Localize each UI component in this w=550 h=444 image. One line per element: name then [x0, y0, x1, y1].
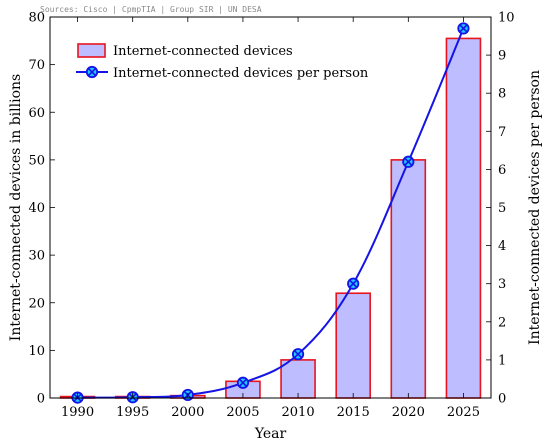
bar-2015	[335, 292, 371, 399]
y2-tick-label-4: 4	[498, 239, 506, 254]
legend-swatch-devices	[77, 43, 106, 58]
x-tick-label-2000: 2000	[171, 405, 204, 420]
y2-tick-label-1: 1	[498, 353, 506, 368]
x-tick-label-1990: 1990	[61, 405, 94, 420]
y-tick-label-30: 30	[28, 249, 45, 264]
y2-tick-label-7: 7	[498, 125, 506, 140]
source-note: Sources: Cisco | CpmpTIA | Group SIR | U…	[40, 5, 262, 14]
x-tick-label-2010: 2010	[282, 405, 315, 420]
y-tick-label-80: 80	[28, 11, 45, 26]
point-2010-cross	[293, 349, 303, 359]
point-2025-cross	[459, 24, 468, 33]
legend-marker-cross	[87, 67, 97, 77]
y-tick-label-0: 0	[37, 392, 45, 407]
y-tick-label-60: 60	[28, 106, 45, 121]
y-tick-label-10: 10	[28, 344, 45, 359]
y2-tick-label-6: 6	[498, 163, 506, 178]
legend-label-devices: Internet-connected devices	[113, 44, 293, 59]
y2-tick-label-5: 5	[498, 201, 506, 216]
y2-tick-label-2: 2	[498, 315, 506, 330]
y2-tick-label-3: 3	[498, 277, 506, 292]
x-tick-label-2020: 2020	[392, 405, 425, 420]
y2-tick-label-0: 0	[498, 392, 506, 407]
point-2005-cross	[238, 378, 248, 388]
point-2020-cross	[404, 157, 413, 167]
y-tick-label-70: 70	[28, 58, 45, 73]
bar-2020	[390, 159, 427, 399]
y-tick-label-40: 40	[28, 201, 45, 216]
y2-tick-label-10: 10	[498, 11, 515, 26]
legend-label-per-person: Internet-connected devices per person	[113, 66, 369, 81]
y-tick-label-50: 50	[28, 153, 45, 168]
y2-axis-title: Internet-connected devices per person	[527, 70, 543, 345]
y2-tick-label-8: 8	[498, 87, 506, 102]
bar-2010	[280, 359, 316, 399]
x-tick-label-2005: 2005	[226, 405, 259, 420]
y-tick-label-20: 20	[28, 296, 45, 311]
bar-2025	[445, 37, 482, 399]
point-2015-cross	[348, 279, 358, 288]
x-tick-label-1995: 1995	[116, 405, 149, 420]
y2-tick-label-9: 9	[498, 49, 506, 64]
x-tick-label-2015: 2015	[337, 405, 370, 420]
plot-area: 0 10 20 30 40 50 60 70 80 0 1 2 3 4 5 6 7 8 9 10 1990 1995 200…	[8, 11, 543, 443]
y-axis-title: Internet-connected devices in billions	[8, 74, 24, 341]
x-axis-title: Year	[254, 426, 287, 442]
x-tick-label-2025: 2025	[447, 405, 480, 420]
